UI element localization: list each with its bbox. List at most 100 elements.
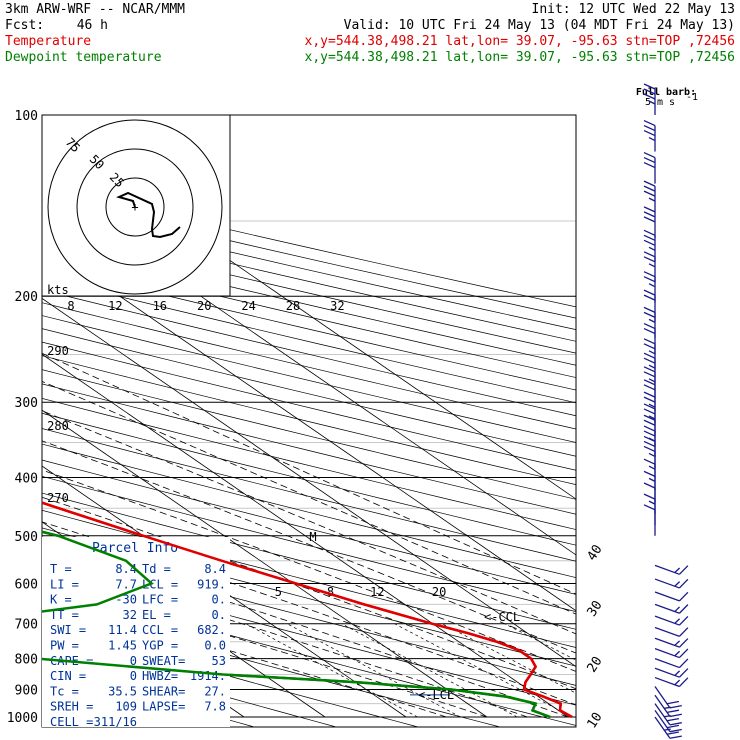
parcel-info-label: YGP = (142, 639, 178, 653)
dry-adiabat (42, 302, 576, 430)
barb-full (643, 157, 656, 164)
isotherm-label: 20 (585, 654, 606, 675)
wind-barb (654, 603, 689, 614)
wind-barb (643, 306, 656, 339)
barb-full (643, 352, 656, 359)
mixing-ratio-line (441, 623, 576, 694)
dry-adiabat (42, 341, 576, 471)
mixing-ratio-label: 8 (327, 585, 334, 599)
parcel-info-label: CELL = (50, 715, 93, 729)
barb-full (643, 234, 656, 241)
parcel-info-value: 1.45 (108, 639, 137, 653)
barb-half (648, 465, 656, 470)
barb-staff (654, 667, 680, 678)
isotherm (42, 409, 488, 718)
speed-axis-label: 16 (153, 299, 167, 313)
speed-axis-label: 8 (67, 299, 74, 313)
pressure-tick-label: 500 (15, 530, 38, 545)
hodograph-ring (76, 148, 194, 266)
barb-half (648, 263, 656, 268)
barb-full (643, 216, 656, 223)
parcel-info-value: 7.8 (204, 700, 226, 714)
parcel-info-label: LAPSE= (142, 700, 185, 714)
barb-full (669, 728, 682, 733)
wind-barb (654, 703, 682, 726)
parcel-info-label: Td = (142, 562, 171, 576)
profile-overlay (42, 530, 551, 719)
barb-full (666, 724, 680, 729)
wind-barb (654, 676, 689, 688)
barb-full (678, 578, 689, 589)
hodograph-kts-label: kts (47, 283, 69, 297)
hodograph-ring (105, 177, 165, 237)
dry-adiabat (42, 315, 576, 443)
wind-barb (654, 591, 689, 602)
isotherm (42, 353, 569, 718)
barb-full (678, 668, 689, 678)
barb-full (643, 379, 656, 386)
parcel-info-label: HWBZ= (142, 669, 178, 683)
pressure-tick-label: 700 (15, 618, 38, 633)
barb-half (648, 136, 656, 142)
barb-full (643, 239, 656, 246)
barb-full (643, 482, 656, 489)
mixing-ratio-label: 12 (370, 585, 384, 599)
wind-barb (654, 667, 689, 678)
barb-full (643, 366, 656, 373)
parcel-info-label: LI = (50, 577, 79, 591)
barb-full (669, 722, 682, 726)
parcel-info-label: EL = (142, 608, 171, 622)
barb-half (648, 283, 656, 288)
barb-full (678, 565, 689, 575)
parcel-info-value: 53 (212, 654, 226, 668)
barb-full (678, 627, 689, 637)
parcel-info-label: TT = (50, 608, 79, 622)
barb-full (643, 271, 656, 278)
barb-half (674, 640, 681, 646)
barb-staff (654, 686, 671, 709)
parcel-info-label: CCL = (142, 623, 178, 637)
barb-half (648, 246, 656, 251)
hodograph-ring (47, 119, 223, 295)
mixing-ratio-line (504, 623, 576, 661)
barb-full (643, 414, 656, 421)
parcel-info-label: CIN = (50, 669, 86, 683)
wind-barb (654, 578, 689, 589)
pressure-tick-label: 800 (15, 653, 38, 668)
hodograph-trace (116, 191, 181, 239)
wind-barb (654, 658, 689, 669)
barb-full (643, 371, 656, 378)
barb-full (643, 445, 656, 453)
speed-axis-label: 12 (108, 299, 122, 313)
moist-adiabat (42, 410, 576, 635)
isotherm (42, 465, 407, 718)
barb-full (643, 180, 656, 187)
wind-barb (654, 710, 682, 733)
dry-adiabat (42, 509, 576, 648)
barb-full (643, 185, 656, 192)
barb-half (648, 318, 656, 323)
parcel-info-value: 27. (204, 684, 226, 698)
barb-half (648, 452, 656, 458)
barb-half (664, 728, 671, 731)
barb-full (643, 211, 656, 218)
barb-full (643, 357, 656, 364)
parcel-marker: M (309, 530, 316, 544)
barb-full (643, 256, 656, 263)
wind-barb (643, 206, 656, 238)
barb-key-title: Full barb: (636, 87, 696, 98)
barb-full (643, 470, 656, 477)
dry-adiabat (42, 328, 576, 457)
parcel-info-label: LCL = (142, 577, 178, 591)
wind-barb (643, 119, 656, 152)
barb-full (678, 638, 689, 648)
wind-barb (654, 686, 682, 709)
barb-full (678, 658, 689, 669)
barb-full (643, 251, 656, 258)
legend-temperature: Temperature (5, 34, 91, 49)
wind-barb (654, 637, 689, 648)
barb-full (643, 124, 656, 132)
